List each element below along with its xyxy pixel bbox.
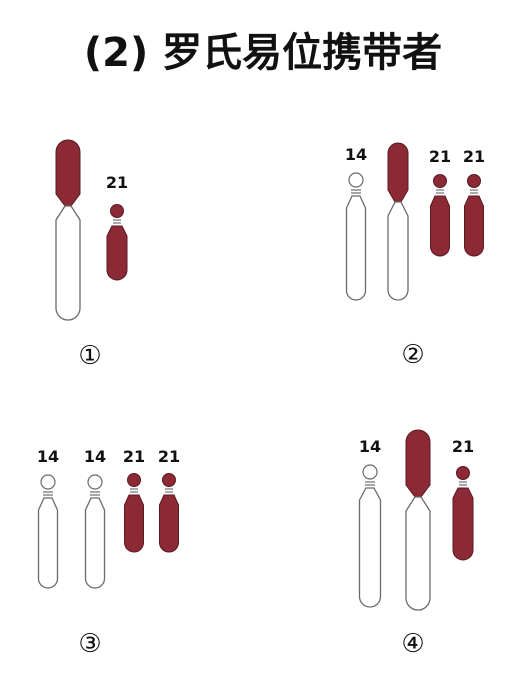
- chromosome-number-label: 14: [345, 145, 367, 164]
- chromosome-14: [37, 474, 59, 589]
- chr21-long-arm: [452, 487, 474, 561]
- chromosome-number-label: 21: [429, 147, 451, 166]
- panel-4: 14 21 ④: [358, 429, 474, 659]
- chr14-satellite: [348, 172, 364, 188]
- translocation-chromosome-14-21: [387, 142, 409, 301]
- translocation-arm-14: [405, 496, 431, 611]
- chr21-long-arm: [106, 225, 128, 281]
- translocation-arm-21: [387, 142, 409, 203]
- chr14-long-arm: [37, 497, 59, 589]
- translocation-arm-21: [55, 139, 81, 207]
- panel-2: 14 21 21 ②: [345, 142, 485, 370]
- chr14-long-arm: [345, 195, 367, 301]
- chr14-satellite: [362, 464, 378, 480]
- panel-number-label: ①: [78, 341, 101, 371]
- chromosome-21: [124, 473, 144, 553]
- chr21-satellite: [162, 473, 176, 487]
- chr14-long-arm: [358, 487, 382, 608]
- panel-number-label: ③: [78, 629, 101, 659]
- translocation-arm-21: [405, 429, 431, 498]
- chromosome-21: [452, 466, 474, 561]
- chromosome-number-label: 21: [463, 147, 485, 166]
- chr21-long-arm: [430, 195, 450, 257]
- chr21-satellite: [456, 466, 470, 480]
- chromosome-number-label: 14: [84, 447, 106, 466]
- panel-number-label: ④: [401, 629, 424, 659]
- chromosome-14: [84, 474, 106, 589]
- chr21-long-arm: [159, 494, 179, 553]
- chromosome-14: [358, 464, 382, 608]
- chr21-satellite: [110, 204, 124, 218]
- chr21-satellite: [127, 473, 141, 487]
- chromosome-number-label: 21: [106, 173, 128, 192]
- translocation-arm-14: [55, 205, 81, 321]
- chr14-satellite: [87, 474, 103, 490]
- chr14-satellite: [40, 474, 56, 490]
- translocation-arm-14: [387, 201, 409, 301]
- chr21-long-arm: [464, 195, 484, 257]
- chromosome-21: [430, 174, 450, 257]
- translocation-chromosome-14-21: [405, 429, 431, 611]
- chr21-satellite: [433, 174, 447, 188]
- page-title: (2) 罗氏易位携带者: [83, 30, 443, 76]
- chromosome-number-label: 14: [359, 437, 381, 456]
- chr21-long-arm: [124, 494, 144, 553]
- chr21-satellite: [467, 174, 481, 188]
- chromosome-number-label: 14: [37, 447, 59, 466]
- chromosome-14: [345, 172, 367, 301]
- chromosome-21: [464, 174, 484, 257]
- chr14-long-arm: [84, 497, 106, 589]
- panel-number-label: ②: [401, 340, 424, 370]
- chromosome-number-label: 21: [123, 447, 145, 466]
- panel-1: 21 ①: [55, 139, 128, 371]
- chromosome-21: [159, 473, 179, 553]
- translocation-chromosome-14-21: [55, 139, 81, 321]
- chromosome-number-label: 21: [158, 447, 180, 466]
- panel-3: 14 14 21 21 ③: [37, 447, 180, 659]
- chromosome-number-label: 21: [452, 437, 474, 456]
- chromosome-21: [106, 204, 128, 281]
